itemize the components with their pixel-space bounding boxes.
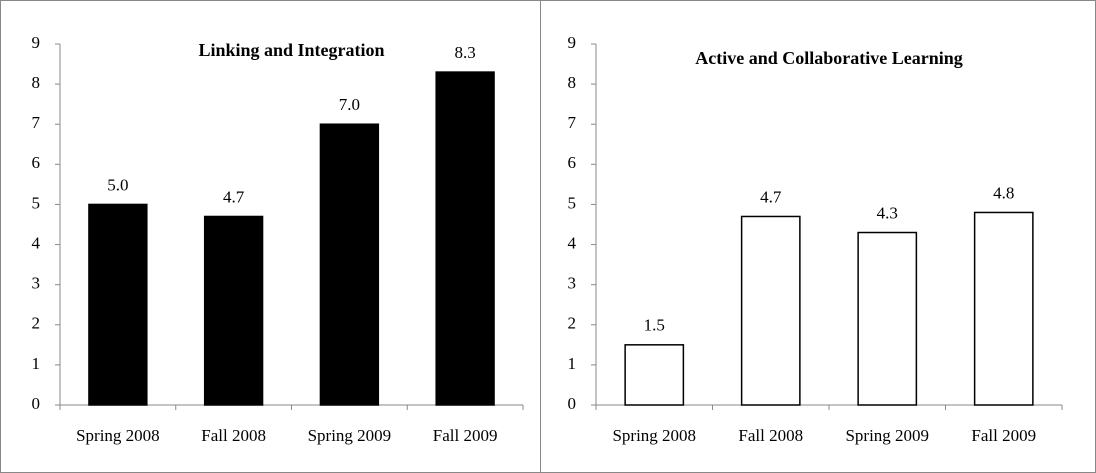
x-tick-label: Spring 2009 <box>845 426 929 445</box>
data-label: 4.3 <box>877 203 898 222</box>
chart-title: Active and Collaborative Learning <box>695 48 963 68</box>
y-tick-label: 9 <box>32 33 41 52</box>
data-label: 4.7 <box>223 187 245 206</box>
y-tick-label: 3 <box>32 274 41 293</box>
bar <box>740 215 801 406</box>
x-tick-label: Spring 2008 <box>76 426 160 445</box>
bar <box>88 203 148 406</box>
y-tick-label: 0 <box>568 394 577 413</box>
y-tick-label: 4 <box>32 233 41 252</box>
y-tick-label: 1 <box>32 354 41 373</box>
y-tick-label: 1 <box>568 354 577 373</box>
y-tick-label: 3 <box>568 274 577 293</box>
y-tick-label: 7 <box>32 113 41 132</box>
y-tick-label: 2 <box>32 314 41 333</box>
y-tick-label: 6 <box>32 153 41 172</box>
y-tick-label: 7 <box>568 113 577 132</box>
y-tick-label: 4 <box>568 233 577 252</box>
y-tick-label: 2 <box>568 314 577 333</box>
data-label: 1.5 <box>644 316 665 335</box>
y-tick-label: 8 <box>568 73 577 92</box>
y-tick-label: 5 <box>32 193 41 212</box>
x-tick-label: Spring 2008 <box>612 426 696 445</box>
data-label: 8.3 <box>455 43 476 62</box>
bar <box>624 344 685 406</box>
bar <box>857 231 918 406</box>
bar <box>319 123 380 406</box>
data-label: 4.8 <box>993 183 1014 202</box>
data-label: 4.7 <box>760 187 782 206</box>
bar <box>203 215 264 406</box>
bar <box>435 71 495 406</box>
y-tick-label: 0 <box>32 394 41 413</box>
chart-title: Linking and Integration <box>198 40 384 60</box>
x-tick-label: Fall 2009 <box>433 426 498 445</box>
data-label: 5.0 <box>107 175 128 194</box>
data-label: 7.0 <box>339 95 360 114</box>
y-tick-label: 9 <box>568 33 577 52</box>
y-tick-label: 5 <box>568 193 577 212</box>
x-tick-label: Spring 2009 <box>308 426 392 445</box>
x-tick-label: Fall 2009 <box>971 426 1036 445</box>
bar <box>973 211 1034 406</box>
y-tick-label: 8 <box>32 73 41 92</box>
x-tick-label: Fall 2008 <box>738 426 803 445</box>
y-tick-label: 6 <box>568 153 577 172</box>
x-tick-label: Fall 2008 <box>201 426 266 445</box>
